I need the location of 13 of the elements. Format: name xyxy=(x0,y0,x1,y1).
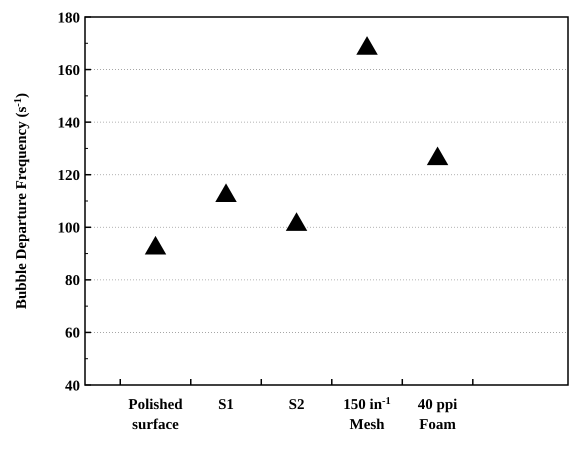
x-tick-label: S1 xyxy=(218,397,234,413)
y-tick-label: 140 xyxy=(58,115,80,132)
y-tick-label: 40 xyxy=(65,378,80,394)
y-tick-label: 180 xyxy=(58,10,80,26)
x-tick-label: 150 in$^{-1}$ Mesh xyxy=(343,396,391,433)
y-tick-label: 60 xyxy=(65,326,80,342)
x-tick-label: S2 xyxy=(288,397,304,413)
y-tick-label: 160 xyxy=(58,62,80,79)
y-tick-label: 80 xyxy=(65,273,80,290)
x-tick-label: Polished surface xyxy=(128,397,184,433)
y-tick-label: 100 xyxy=(58,220,80,237)
x-tick-label: 40 ppi Foam xyxy=(418,397,458,433)
y-tick-label: 120 xyxy=(58,168,80,184)
